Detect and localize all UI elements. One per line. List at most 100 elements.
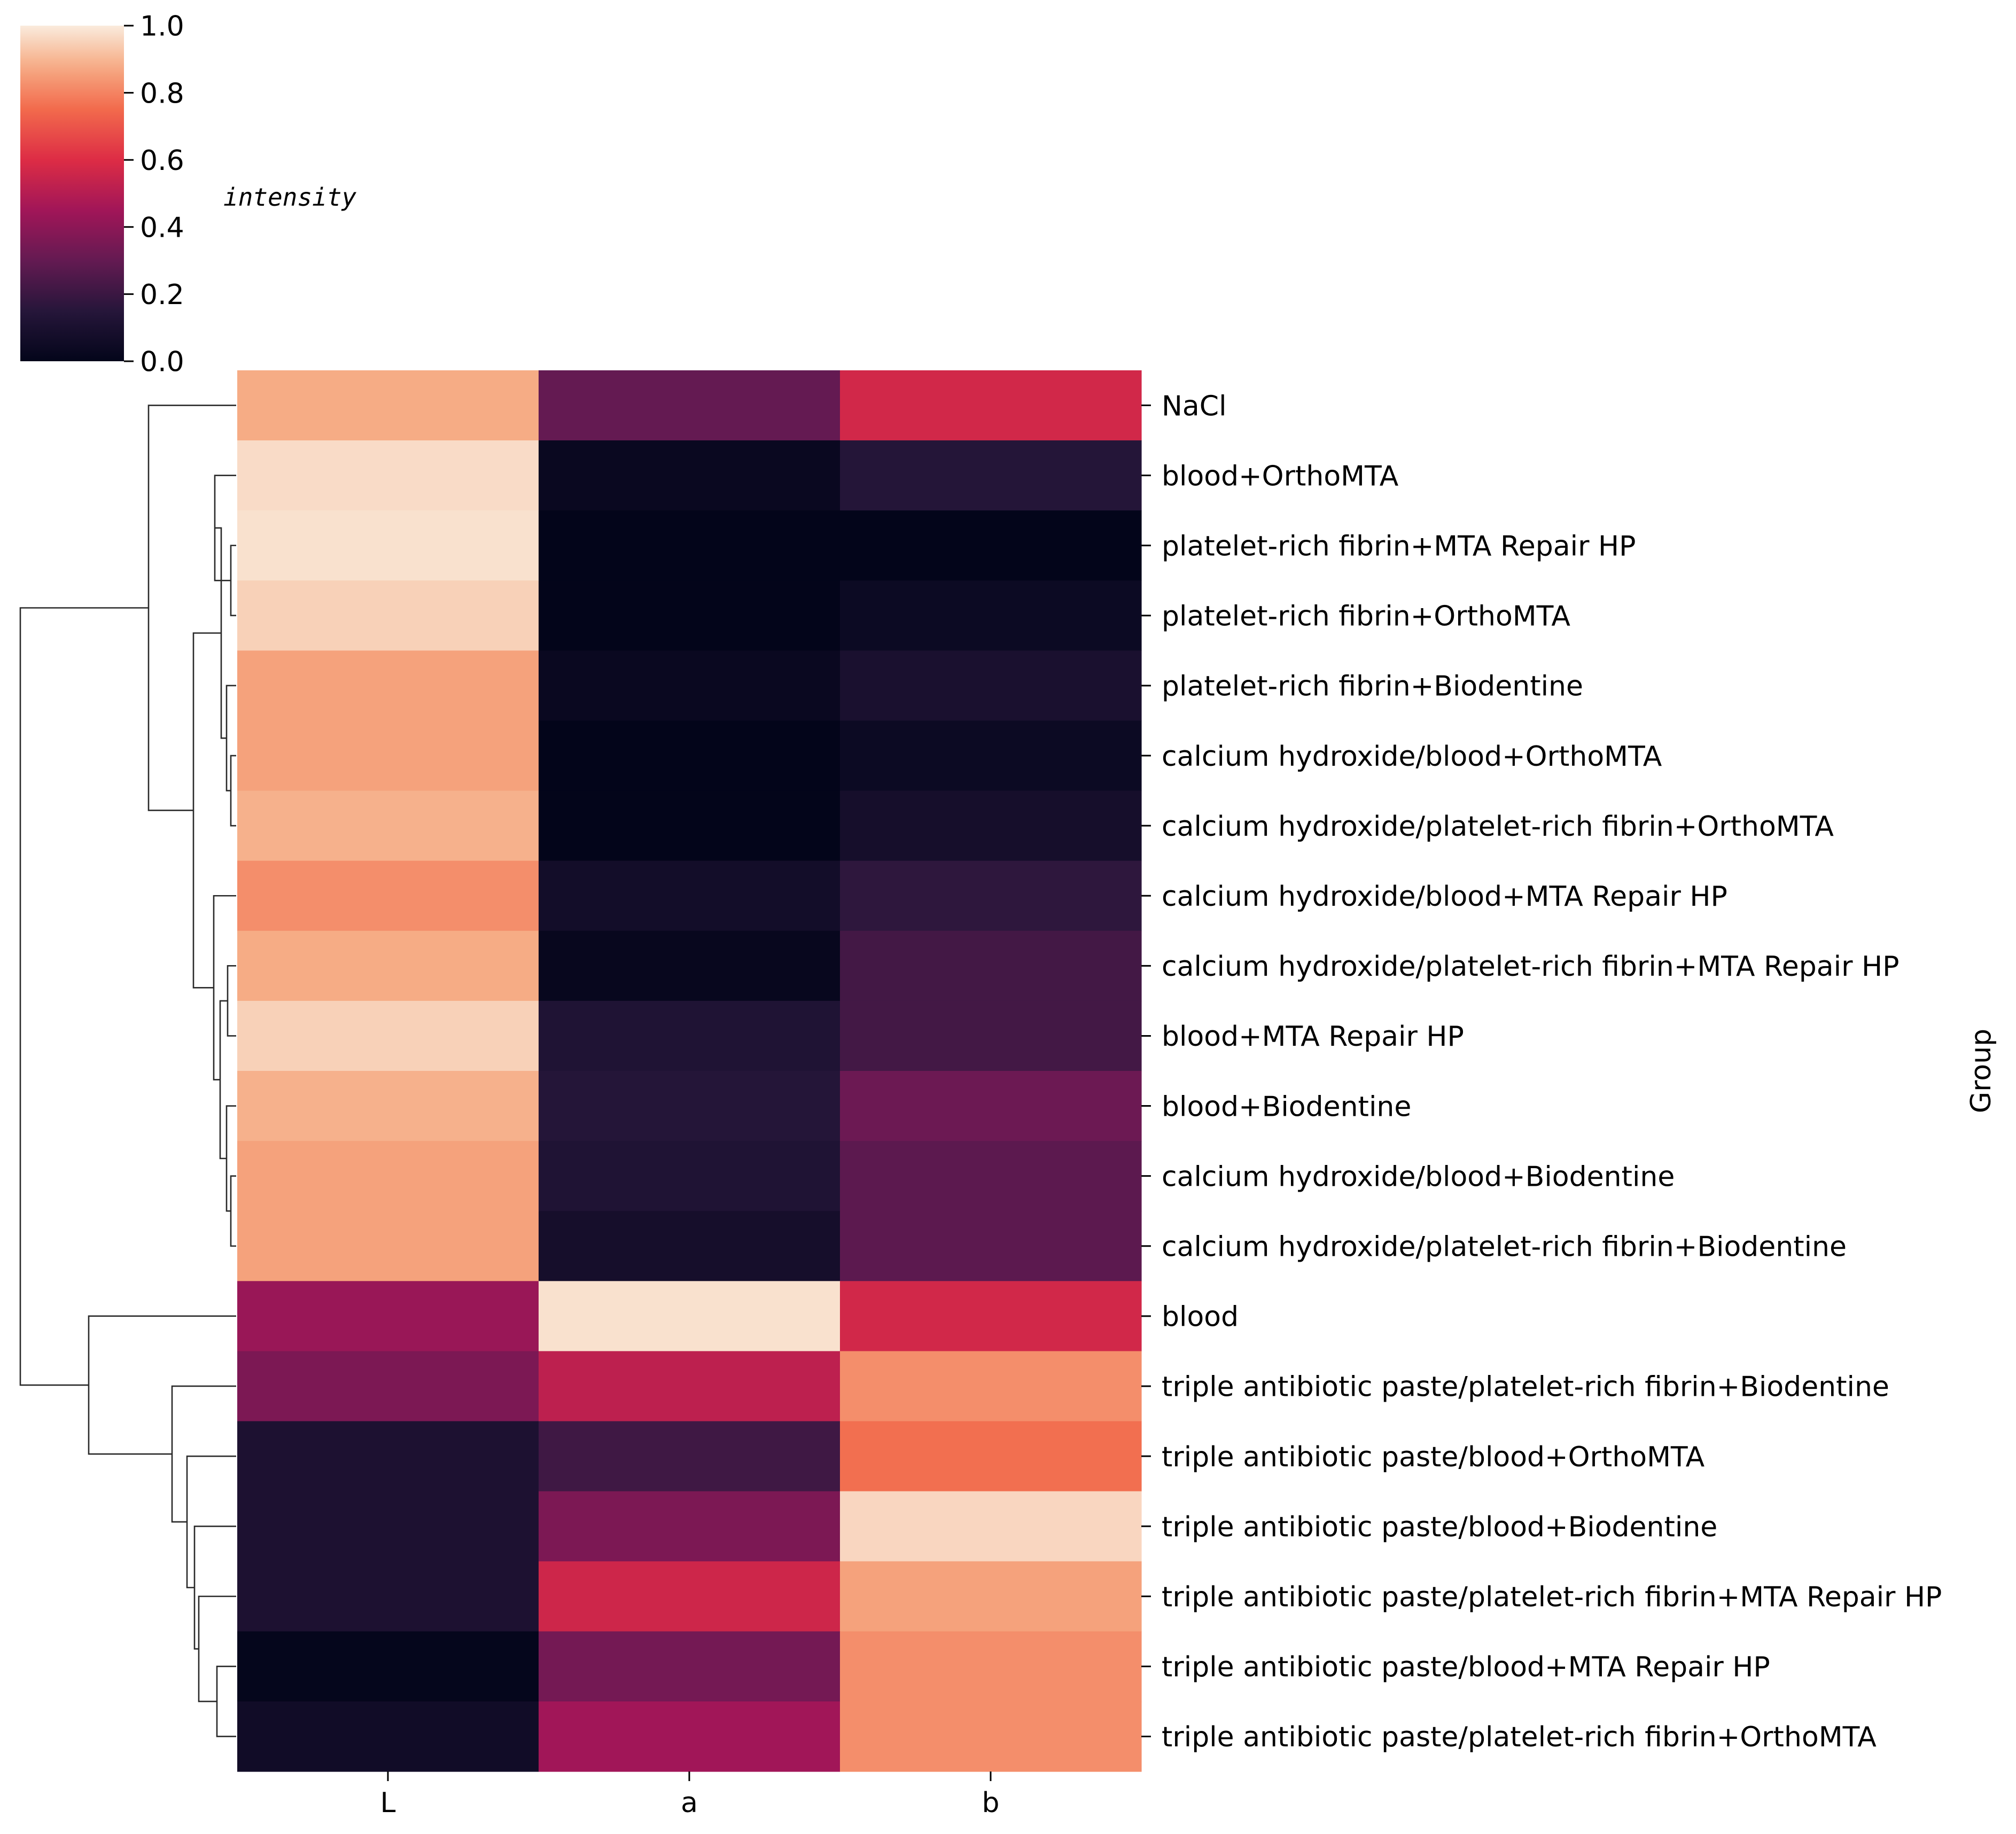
dendrogram-link <box>19 607 149 1386</box>
heatmap-cell <box>539 1211 840 1281</box>
heatmap-cell <box>840 650 1142 721</box>
heatmap-cell <box>237 650 539 721</box>
heatmap-cell <box>539 370 840 441</box>
colorbar-gradient <box>20 26 124 361</box>
heatmap-cell <box>539 860 840 931</box>
heatmap-cell <box>237 930 539 1001</box>
heatmap-cell <box>840 1141 1142 1211</box>
colorbar-tick-label: 0.2 <box>140 279 184 311</box>
heatmap-cell <box>539 1561 840 1632</box>
heatmap-cell <box>539 790 840 861</box>
dendrogram-link <box>171 1385 236 1523</box>
dendrogram-link <box>216 1666 236 1737</box>
row-label: calcium hydroxide/platelet-rich fibrin+O… <box>1162 811 1834 843</box>
heatmap-cell <box>840 860 1142 931</box>
heatmap-cell <box>840 1281 1142 1351</box>
heatmap-cell <box>840 790 1142 861</box>
row-label: NaCl <box>1162 390 1227 422</box>
heatmap-cell <box>539 440 840 511</box>
heatmap-cell <box>539 1281 840 1351</box>
heatmap-cell <box>539 580 840 651</box>
row-label: blood+Biodentine <box>1162 1091 1411 1123</box>
dendrogram-link <box>230 755 236 827</box>
heatmap-cell <box>539 1141 840 1211</box>
heatmap-cell <box>840 720 1142 791</box>
heatmap-cell <box>840 1351 1142 1422</box>
heatmap-cell <box>237 1351 539 1422</box>
heatmap-cell <box>840 1631 1142 1702</box>
heatmap-cell <box>539 650 840 721</box>
colorbar-label: intensity <box>223 183 357 212</box>
heatmap-cell <box>539 1491 840 1562</box>
row-label: calcium hydroxide/blood+OrthoMTA <box>1162 741 1662 773</box>
column-label: a <box>681 1787 698 1819</box>
heatmap-cell <box>539 720 840 791</box>
heatmap-cell <box>237 1561 539 1632</box>
row-dendrogram <box>19 405 236 1737</box>
heatmap-cell <box>237 1631 539 1702</box>
dendrogram-link <box>230 545 236 617</box>
column-label: L <box>380 1787 396 1819</box>
heatmap-cell <box>840 1491 1142 1562</box>
heatmap-cell <box>237 1000 539 1071</box>
heatmap-cell <box>237 1141 539 1211</box>
heatmap-cell <box>539 930 840 1001</box>
dendrogram-link <box>193 1525 236 1650</box>
row-label: blood+OrthoMTA <box>1162 460 1399 492</box>
dendrogram-link <box>230 1175 236 1247</box>
dendrogram-link <box>147 405 236 811</box>
heatmap-cell <box>840 1561 1142 1632</box>
colorbar-tick-label: 1.0 <box>140 11 184 43</box>
heatmap-cell <box>539 1071 840 1141</box>
heatmap-cell <box>840 1701 1142 1772</box>
heatmap-cell <box>237 510 539 581</box>
dendrogram-link <box>192 632 221 989</box>
row-label: triple antibiotic paste/blood+MTA Repair… <box>1162 1651 1770 1683</box>
heatmap-cell <box>237 1421 539 1492</box>
heatmap-cell <box>840 370 1142 441</box>
heatmap-cell <box>840 580 1142 651</box>
heatmap-cell <box>840 440 1142 511</box>
heatmap-cell <box>840 1421 1142 1492</box>
row-label: triple antibiotic paste/platelet-rich fi… <box>1162 1371 1889 1403</box>
dendrogram-link <box>88 1315 236 1455</box>
heatmap-cell <box>539 1701 840 1772</box>
row-label: platelet-rich fibrin+Biodentine <box>1162 671 1583 703</box>
heatmap-cell <box>840 1211 1142 1281</box>
row-label: blood <box>1162 1301 1239 1333</box>
heatmap-cell <box>539 510 840 581</box>
heatmap-cells <box>237 370 1142 1772</box>
heatmap-cell <box>237 1071 539 1141</box>
column-label: b <box>982 1787 999 1819</box>
heatmap-cell <box>237 1491 539 1562</box>
heatmap-cell <box>539 1631 840 1702</box>
heatmap-cell <box>840 1071 1142 1141</box>
row-label: triple antibiotic paste/platelet-rich fi… <box>1162 1721 1877 1753</box>
heatmap-cell <box>237 720 539 791</box>
colorbar: 0.0 0.2 0.4 0.6 0.8 1.0 intensity <box>20 11 357 378</box>
row-label: triple antibiotic paste/platelet-rich fi… <box>1162 1581 1942 1613</box>
heatmap-axes: NaCl blood+OrthoMTA platelet-rich fibrin+M… <box>380 390 1997 1819</box>
heatmap-cell <box>539 1421 840 1492</box>
row-label: calcium hydroxide/blood+MTA Repair HP <box>1162 881 1727 913</box>
y-axis-title: Group <box>1965 1029 1997 1113</box>
heatmap-cell <box>840 1000 1142 1071</box>
heatmap-cell <box>237 1701 539 1772</box>
heatmap-cell <box>237 860 539 931</box>
heatmap-cell <box>237 1211 539 1281</box>
heatmap-cell <box>237 370 539 441</box>
row-label: platelet-rich fibrin+MTA Repair HP <box>1162 530 1636 562</box>
heatmap-cell <box>840 930 1142 1001</box>
row-label: triple antibiotic paste/blood+OrthoMTA <box>1162 1441 1705 1473</box>
row-label: blood+MTA Repair HP <box>1162 1021 1464 1053</box>
dendrogram-link <box>213 895 236 1081</box>
heatmap-cell <box>539 1351 840 1422</box>
colorbar-tick-label: 0.4 <box>140 212 184 244</box>
heatmap-cell <box>237 790 539 861</box>
colorbar-tick-label: 0.0 <box>140 346 184 378</box>
heatmap-cell <box>237 580 539 651</box>
heatmap-cell <box>237 440 539 511</box>
row-label: calcium hydroxide/platelet-rich fibrin+B… <box>1162 1231 1847 1263</box>
